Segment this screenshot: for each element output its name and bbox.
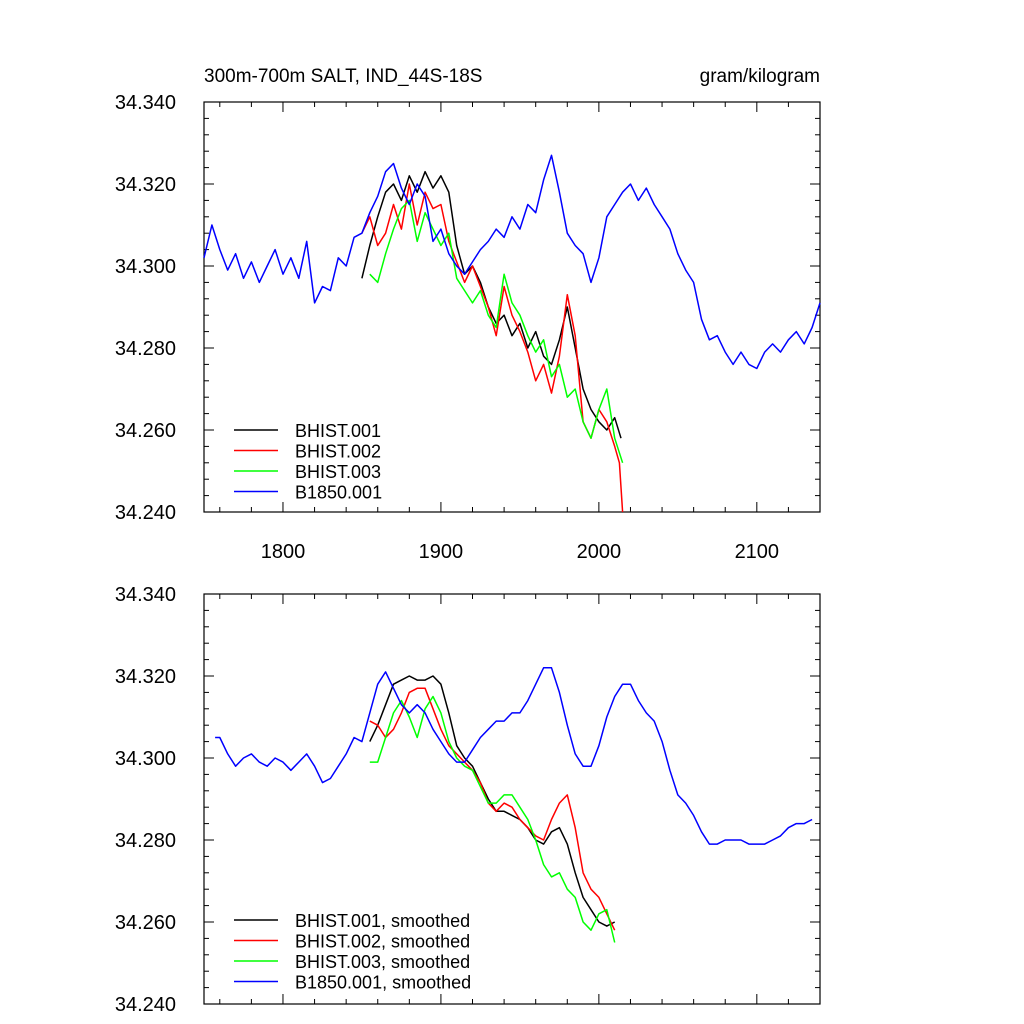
- top-panel-raw: 34.240 34.260 34.280 34.300 34.320 34.340 1800…: [115, 92, 821, 563]
- legend-label: BHIST.001, smoothed: [295, 911, 470, 931]
- chart-title: 300m-700m SALT, IND_44S-18S: [204, 66, 482, 87]
- series-line-bhist-001-smoothed: [369, 675, 616, 927]
- legend-label: BHIST.001: [295, 421, 381, 441]
- series-line-b1850-001: [203, 154, 821, 370]
- legend-label: B1850.001, smoothed: [295, 973, 471, 993]
- y-tick-label: 34.260: [115, 420, 176, 442]
- series-line-bhist-003-smoothed: [369, 695, 616, 943]
- y-tick-label: 34.280: [115, 338, 176, 360]
- legend-label: BHIST.002: [295, 442, 381, 462]
- series-line-bhist-002-smoothed: [369, 687, 616, 931]
- x-tick-label: 2100: [735, 541, 780, 563]
- series-line-b1850-001-smoothed: [215, 667, 813, 845]
- legend-label: BHIST.002, smoothed: [295, 932, 470, 952]
- series-line-bhist-001: [361, 170, 622, 439]
- x-tick-label: 1900: [419, 541, 464, 563]
- legend-label: BHIST.003: [295, 462, 381, 482]
- y-tick-label: 34.240: [115, 502, 176, 524]
- y-tick-label: 34.240: [115, 994, 176, 1016]
- y-tick-label: 34.260: [115, 912, 176, 934]
- units-label: gram/kilogram: [700, 66, 820, 87]
- y-tick-label: 34.300: [115, 748, 176, 770]
- x-tick-label: 2000: [577, 541, 622, 563]
- bottom-panel-smoothed: 34.240 34.260 34.280 34.300 34.320 34.340 BHIS…: [115, 584, 821, 1016]
- y-tick-label: 34.320: [115, 666, 176, 688]
- legend-label: B1850.001: [295, 483, 382, 503]
- y-tick-label: 34.340: [115, 92, 176, 114]
- y-tick-label: 34.340: [115, 584, 176, 606]
- plot-frame: [203, 593, 821, 1005]
- y-tick-label: 34.320: [115, 174, 176, 196]
- y-tick-label: 34.300: [115, 256, 176, 278]
- series-line-bhist-002: [361, 183, 624, 513]
- legend-label: BHIST.003, smoothed: [295, 952, 470, 972]
- plot-frame: [203, 101, 821, 513]
- series-line-bhist-003: [369, 199, 624, 464]
- x-tick-label: 1800: [261, 541, 306, 563]
- y-tick-label: 34.280: [115, 830, 176, 852]
